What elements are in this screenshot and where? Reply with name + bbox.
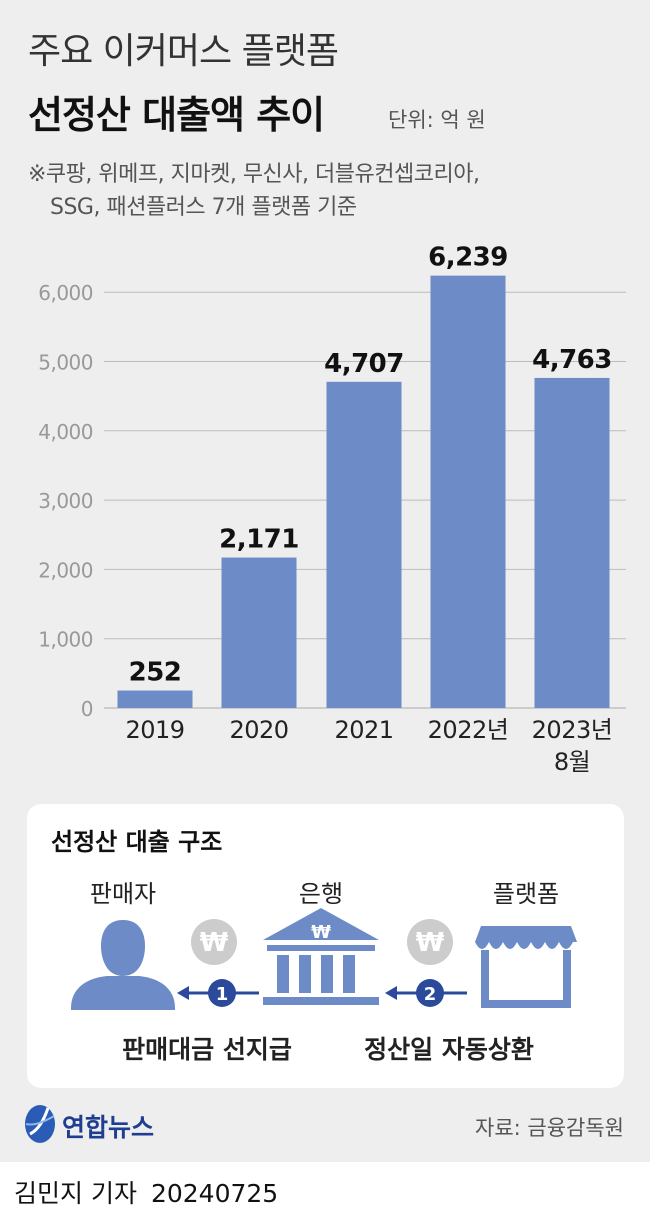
bar xyxy=(534,377,610,708)
step-2-badge: 2 xyxy=(416,979,444,1007)
footnote-line1: ※쿠팡, 위메프, 지마켓, 무신사, 더블유컨셉코리아, xyxy=(28,162,480,187)
bar-value-label: 6,239 xyxy=(428,243,508,273)
x-category-label: 2021 xyxy=(334,716,393,744)
bar-value-label: 2,171 xyxy=(219,525,299,555)
x-category-label: 2020 xyxy=(229,716,288,744)
won-coin-icon: ₩ xyxy=(191,919,237,965)
x-category-label: 2022년 xyxy=(428,716,509,744)
coin-symbol: ₩ xyxy=(200,928,229,958)
credit-line: 김민지 기자 20240725 xyxy=(14,1174,278,1210)
y-tick-label: 3,000 xyxy=(38,489,93,513)
bar-chart: 0 1,000 2,000 3,000 4,000 5,000 6,000 252 2019 2,… xyxy=(38,243,626,776)
store-icon xyxy=(475,926,577,1008)
won-coin-icon: ₩ xyxy=(407,919,453,965)
bank-icon: ₩ xyxy=(263,908,379,1005)
title-line1: 주요 이커머스 플랫폼 xyxy=(28,31,339,72)
bar xyxy=(117,690,193,708)
step-1-number: 1 xyxy=(216,984,229,1005)
x-category-label: 2023년 8월 xyxy=(532,716,613,776)
bar xyxy=(221,557,297,708)
bar-value-label: 252 xyxy=(129,658,182,688)
person-icon xyxy=(71,920,175,1010)
reporter-name: 김민지 기자 xyxy=(14,1179,137,1208)
bank-coin-symbol: ₩ xyxy=(311,922,331,943)
publish-date: 20240725 xyxy=(150,1179,279,1208)
bar xyxy=(430,275,506,708)
y-tick-label: 4,000 xyxy=(38,420,93,444)
step1-caption: 판매대금 선지급 xyxy=(122,1035,292,1064)
footnote: ※쿠팡, 위메프, 지마켓, 무신사, 더블유컨셉코리아, SSG, 패션플러스… xyxy=(28,158,628,224)
page-title: 선정산 대출액 추이 xyxy=(28,93,325,137)
platform-label: 플랫폼 xyxy=(492,880,560,908)
source-label: 자료: 금융감독원 xyxy=(475,1116,624,1140)
seller-label: 판매자 xyxy=(89,880,157,908)
y-tick-label: 2,000 xyxy=(38,558,93,582)
footnote-line2: SSG, 패션플러스 7개 플랫폼 기준 xyxy=(50,195,357,220)
structure-box: 선정산 대출 구조 판매자 은행 플랫폼 ₩ ₩ ₩ xyxy=(27,804,624,1088)
y-tick-label: 6,000 xyxy=(38,281,93,305)
y-tick-label: 1,000 xyxy=(38,628,93,652)
yonhap-logo-icon xyxy=(25,1105,55,1143)
logo-text: 연합뉴스 xyxy=(62,1113,155,1142)
bar xyxy=(326,381,402,708)
step2-caption: 정산일 자동상환 xyxy=(364,1035,534,1064)
bar-value-label: 4,707 xyxy=(324,349,404,379)
bar-value-label: 4,763 xyxy=(532,345,612,375)
coin-symbol: ₩ xyxy=(416,928,445,958)
x-category-label: 2019 xyxy=(125,716,184,744)
y-tick-label: 5,000 xyxy=(38,351,93,375)
unit-label: 단위: 억 원 xyxy=(388,108,486,132)
structure-title: 선정산 대출 구조 xyxy=(51,828,223,856)
y-tick-label: 0 xyxy=(81,697,93,721)
bank-label: 은행 xyxy=(298,880,344,908)
step-2-number: 2 xyxy=(424,984,437,1005)
loan-flow-diagram: ₩ ₩ ₩ xyxy=(71,908,577,1010)
step-1-badge: 1 xyxy=(208,979,236,1007)
